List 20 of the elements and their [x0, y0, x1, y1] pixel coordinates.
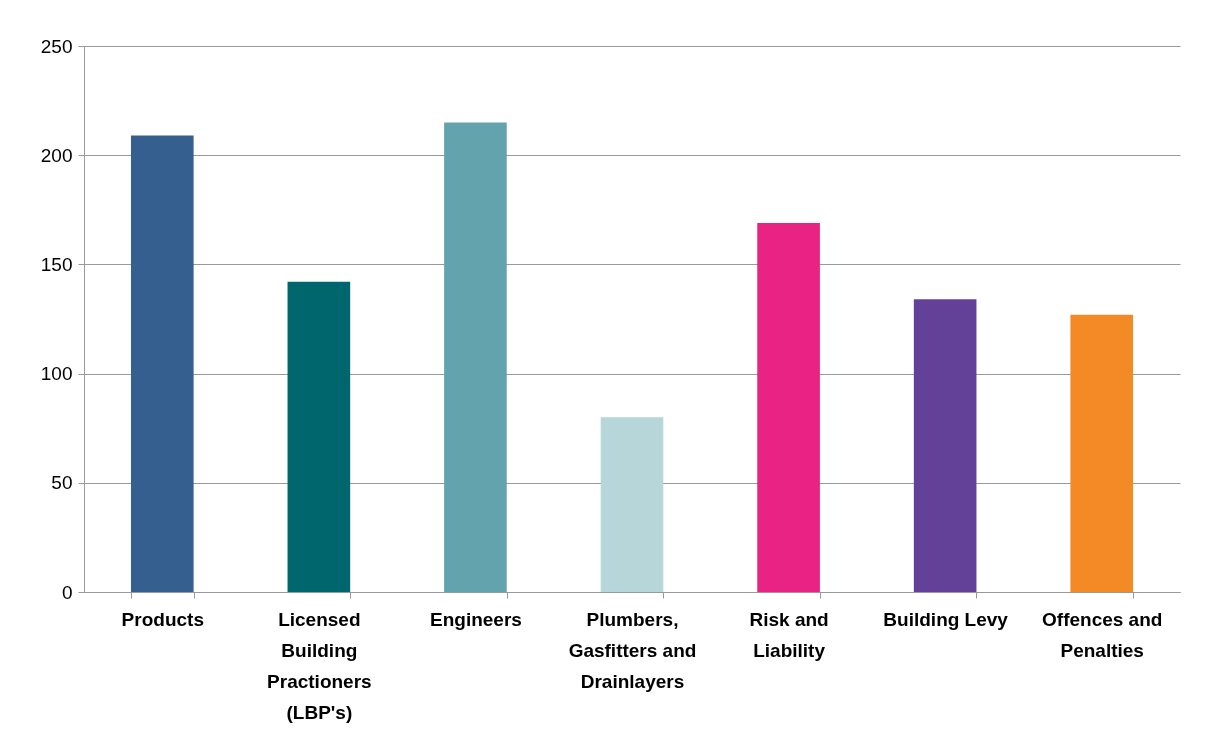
- bar: [287, 281, 351, 592]
- x-tick-label: Plumbers, Gasfitters and Drainlayers: [568, 608, 697, 692]
- x-tick-label: Offences and Penalties: [1042, 608, 1163, 661]
- y-tick-label: 250: [40, 35, 73, 57]
- y-tick-label: 150: [40, 253, 73, 275]
- y-tick-label: 0: [61, 581, 73, 603]
- x-tick-label: Products: [121, 608, 204, 630]
- bar: [1070, 314, 1134, 592]
- bar: [757, 222, 820, 592]
- x-tick-label: Building Levy: [883, 608, 1009, 630]
- x-tick-label: Licensed Building Practioners (LBP's): [267, 608, 372, 723]
- bar: [130, 135, 194, 592]
- bar: [913, 299, 977, 592]
- y-tick-label: 100: [40, 363, 73, 385]
- y-tick-label: 200: [40, 144, 73, 166]
- bar: [600, 417, 664, 592]
- x-tick-label: Risk and Liability: [749, 608, 829, 661]
- y-tick-label: 50: [51, 472, 73, 494]
- x-tick-label: Engineers: [429, 608, 522, 630]
- bar: [444, 122, 507, 592]
